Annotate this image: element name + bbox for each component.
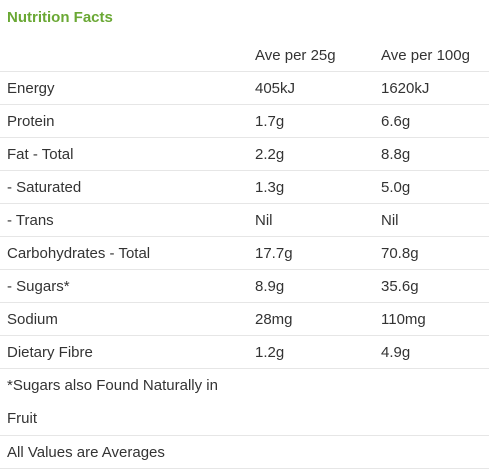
nutrient-label: Protein [0,104,248,138]
nutrient-label: Sodium [0,302,248,336]
nutrition-table: Ave per 25g Ave per 100g Energy 405kJ 16… [0,39,489,469]
value-per-100g: 1620kJ [374,71,489,105]
nutrient-label: Carbohydrates - Total [0,236,248,270]
value-per-100g: 35.6g [374,269,489,303]
averages-empty-cell [248,435,374,469]
footnote-empty-cell [248,368,374,436]
value-per-25g: 1.7g [248,104,374,138]
table-row: - Trans Nil Nil [0,203,489,237]
header-per-25g: Ave per 25g [248,39,374,72]
value-per-100g: 70.8g [374,236,489,270]
averages-empty-cell [374,435,489,469]
averages-note: All Values are Averages [0,435,248,469]
value-per-100g: 8.8g [374,137,489,171]
header-row: Ave per 25g Ave per 100g [0,39,489,72]
averages-row: All Values are Averages [0,435,489,469]
value-per-25g: 17.7g [248,236,374,270]
table-row: Energy 405kJ 1620kJ [0,71,489,105]
nutrient-label: - Sugars* [0,269,248,303]
value-per-100g: 110mg [374,302,489,336]
value-per-25g: 2.2g [248,137,374,171]
header-per-100g: Ave per 100g [374,39,489,72]
nutrition-table-header: Ave per 25g Ave per 100g [0,39,489,72]
value-per-25g: 28mg [248,302,374,336]
value-per-100g: 6.6g [374,104,489,138]
table-row: Dietary Fibre 1.2g 4.9g [0,335,489,369]
value-per-25g: Nil [248,203,374,237]
footnote-empty-cell [374,368,489,436]
table-row: Protein 1.7g 6.6g [0,104,489,138]
value-per-25g: 1.3g [248,170,374,204]
value-per-25g: 1.2g [248,335,374,369]
nutrient-label: - Saturated [0,170,248,204]
value-per-100g: 4.9g [374,335,489,369]
table-row: - Saturated 1.3g 5.0g [0,170,489,204]
footnote-row: *Sugars also Found Naturally in Fruit [0,368,489,436]
table-row: Carbohydrates - Total 17.7g 70.8g [0,236,489,270]
nutrition-table-body: Energy 405kJ 1620kJ Protein 1.7g 6.6g Fa… [0,71,489,469]
nutrient-label: Energy [0,71,248,105]
value-per-25g: 405kJ [248,71,374,105]
nutrient-label: Dietary Fibre [0,335,248,369]
nutrient-label: - Trans [0,203,248,237]
sugars-footnote: *Sugars also Found Naturally in Fruit [0,368,248,436]
value-per-25g: 8.9g [248,269,374,303]
nutrient-label: Fat - Total [0,137,248,171]
table-row: Fat - Total 2.2g 8.8g [0,137,489,171]
nutrition-facts-title: Nutrition Facts [7,9,113,26]
header-nutrient [0,39,248,72]
value-per-100g: Nil [374,203,489,237]
table-row: - Sugars* 8.9g 35.6g [0,269,489,303]
table-row: Sodium 28mg 110mg [0,302,489,336]
value-per-100g: 5.0g [374,170,489,204]
